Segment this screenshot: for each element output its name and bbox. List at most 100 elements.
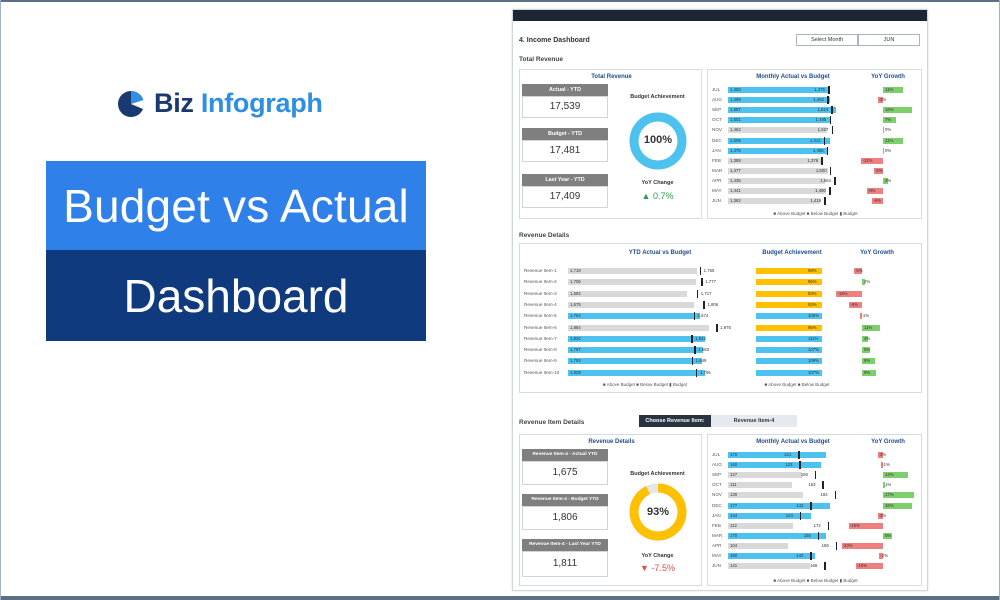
item-monthly-yoy-bar <box>883 532 892 539</box>
item-monthly-budget-value: 163 <box>808 482 816 488</box>
item-monthly-panel: Monthly Actual vs Budget YoY Growth JUL 1… <box>707 434 922 586</box>
monthly-actual-bar <box>728 157 823 164</box>
revenue-item-label: Revenue Item-1 <box>524 268 557 273</box>
item-monthly-yoy-bar <box>883 482 885 489</box>
revenue-details-section-title: Revenue Details <box>519 232 570 239</box>
item-monthly-month-label: FEB <box>712 522 721 528</box>
item-monthly-actual-value: 144 <box>730 512 738 518</box>
monthly-yoy-bar <box>883 87 903 93</box>
kpi-budget-label: Budget - YTD <box>522 128 608 140</box>
monthly-actual-value: 1,505 <box>730 137 741 143</box>
monthly-month-label: MAY <box>712 188 722 193</box>
revenue-item-yoy-bar <box>862 358 875 365</box>
month-value-dropdown[interactable]: JUN <box>858 34 920 46</box>
item-monthly-yoy-value: -3% <box>878 512 887 518</box>
monthly-actual-value: 1,477 <box>730 167 741 173</box>
monthly-budget-value: 1,495 <box>815 117 827 123</box>
monthly-month-label: DEC <box>712 137 722 143</box>
yoy-col-title: YoY Growth <box>860 250 894 256</box>
item-monthly-month-label: JUN <box>712 563 721 569</box>
item-monthly-actual-bar <box>728 502 831 509</box>
revenue-item-label: Revenue Item-3 <box>524 290 557 296</box>
item-monthly-budget-value: 166 <box>810 563 818 569</box>
revenue-item-budget-marker <box>691 334 693 343</box>
monthly-budget-marker <box>831 126 834 135</box>
monthly-budget-marker <box>827 96 829 105</box>
monthly-budget-marker <box>826 146 829 155</box>
achievement-bar <box>756 347 822 354</box>
item-monthly-yoy-bar <box>841 542 883 549</box>
monthly-budget-marker <box>823 136 826 145</box>
achievement-value: 109% <box>808 358 819 364</box>
kpi-last-year-label: Last Year - YTD <box>522 174 608 186</box>
item-monthly-budget-marker <box>822 481 824 490</box>
revenue-item-label: Revenue Item-2 <box>524 279 557 285</box>
pie-logo-icon <box>118 90 145 117</box>
monthly-actual-bar <box>728 87 829 93</box>
item-monthly-yoy-value: -2% <box>880 553 889 558</box>
revenue-item-actual-value: 1,592 <box>570 290 581 296</box>
monthly-month-label: OCT <box>712 117 722 123</box>
item-panel-title: Revenue Details <box>588 439 635 445</box>
revenue-item-budget-marker <box>693 312 696 321</box>
item-monthly-budget-marker <box>817 531 820 540</box>
item-monthly-yoy-value: 17% <box>885 492 894 498</box>
revenue-item-budget-value: 1,642 <box>695 335 706 341</box>
item-monthly-budget-marker <box>835 541 838 550</box>
item-monthly-actual-bar <box>728 512 812 519</box>
revenue-item-budget-value: 1,683 <box>698 347 709 353</box>
item-kpi-actual-label: Revenue Item-4 - Actual YTD <box>522 449 608 461</box>
revenue-item-label: Revenue Item-8 <box>524 347 557 353</box>
item-monthly-yoy-bar <box>879 553 883 559</box>
achievement-bar <box>756 358 822 365</box>
achievement-value: 96% <box>808 279 817 285</box>
monthly-month-label: AUG <box>712 97 722 103</box>
item-monthly-actual-bar <box>728 563 810 570</box>
item-monthly-yoy-value: -1% <box>882 462 890 468</box>
monthly-budget-value: 1,456 <box>812 147 824 153</box>
kpi-budget-value: 17,481 <box>522 140 608 162</box>
revenue-item-yoy-bar <box>836 290 862 297</box>
monthly-actual-bar <box>728 127 828 134</box>
revenue-item-budget-value: 1,806 <box>707 301 719 307</box>
monthly-month-label: JUN <box>712 198 721 204</box>
monthly-actual-bar <box>728 117 830 124</box>
revenue-item-dropdown[interactable]: Revenue Item-4 <box>711 415 797 427</box>
item-monthly-budget-value: 124 <box>785 512 793 518</box>
monthly-yoy-bar <box>866 188 883 194</box>
monthly-yoy-title: YoY Growth <box>871 74 905 80</box>
select-month-button[interactable]: Select Month <box>796 34 858 46</box>
monthly-budget-marker <box>824 197 826 206</box>
monthly-actual-value: 1,362 <box>730 198 741 204</box>
item-kpi-actual-value: 1,675 <box>522 461 608 485</box>
item-monthly-budget-value: 123 <box>785 462 793 468</box>
item-monthly-yoy-bar <box>883 502 912 509</box>
revenue-item-actual-value: 1,706 <box>570 279 581 285</box>
logo-word-biz: Biz <box>154 88 194 118</box>
revenue-item-yoy-bar <box>860 313 862 320</box>
revenue-item-budget-value: 1,649 <box>695 358 707 364</box>
achievement-bar <box>756 369 822 376</box>
achievement-value: 111% <box>808 335 819 341</box>
achievement-legend: ■ Above Budget ■ Below Budget <box>764 382 830 387</box>
monthly-yoy-value: -12% <box>862 157 873 163</box>
revenue-item-actual-bar <box>568 313 701 320</box>
item-monthly-yoy-value: -19% <box>849 522 860 528</box>
revenue-item-yoy-value: 5% <box>864 347 871 353</box>
revenue-item-budget-marker <box>699 267 702 275</box>
monthly-month-label: NOV <box>712 127 722 133</box>
achievement-col-title: Budget Achievement <box>762 250 822 256</box>
monthly-actual-bar <box>728 107 836 114</box>
monthly-yoy-value: 11% <box>885 137 894 143</box>
item-monthly-actual-bar <box>728 492 804 499</box>
achievement-bar <box>756 279 822 286</box>
revenue-item-yoy-value: -16% <box>837 290 848 296</box>
choose-revenue-item-label: Choose Revenue Item: <box>639 415 711 427</box>
monthly-month-label: APR <box>712 177 722 183</box>
item-monthly-yoy-bar <box>883 492 914 499</box>
revenue-item-actual-bar <box>568 290 688 297</box>
monthly-panel: Monthly Actual vs Budget YoY Growth JUL 1… <box>707 69 922 219</box>
item-monthly-budget-value: 142 <box>796 553 804 558</box>
monthly-yoy-bar <box>883 177 889 184</box>
revenue-item-actual-bar <box>568 324 710 331</box>
